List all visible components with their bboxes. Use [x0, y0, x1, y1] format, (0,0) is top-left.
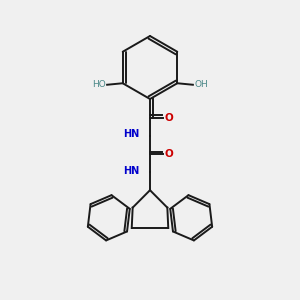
Text: OH: OH [194, 80, 208, 89]
Text: O: O [164, 149, 173, 159]
Text: HN: HN [123, 129, 140, 140]
Text: HN: HN [123, 166, 140, 176]
Text: O: O [164, 112, 173, 123]
Text: HO: HO [92, 80, 106, 89]
